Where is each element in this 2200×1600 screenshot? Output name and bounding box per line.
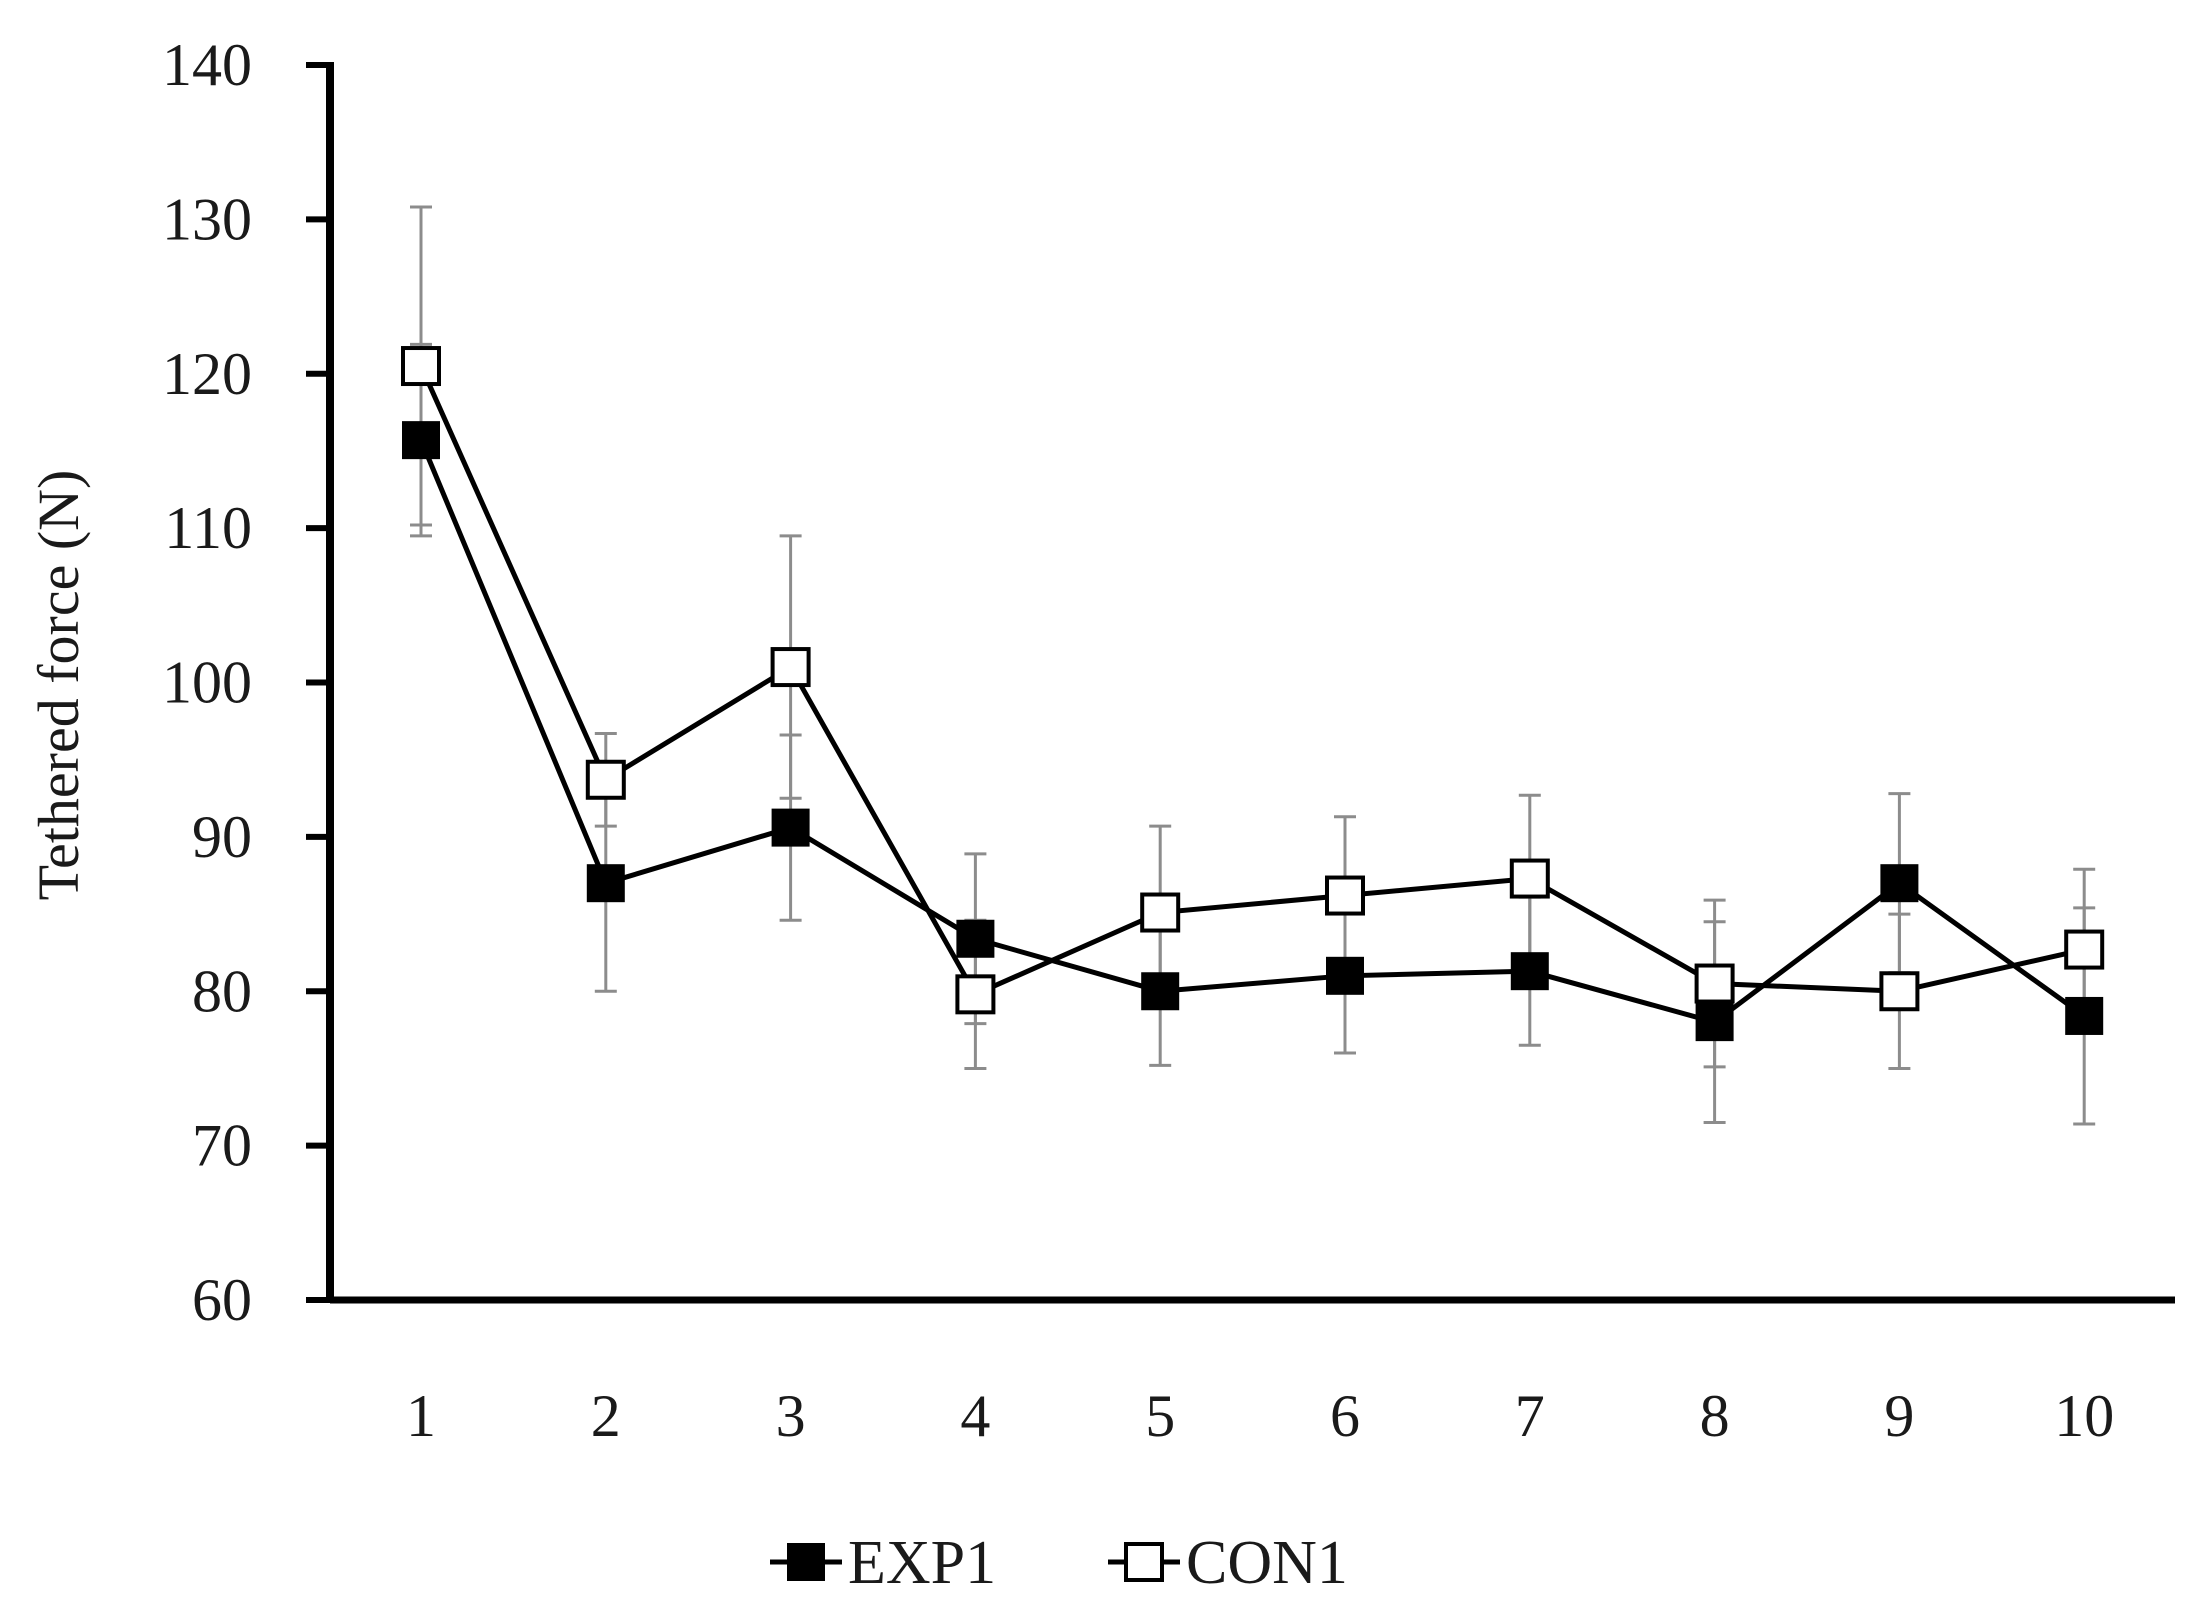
data-point-con1 xyxy=(1140,892,1181,933)
x-tick-label: 5 xyxy=(1145,1383,1175,1449)
legend-marker xyxy=(1124,1542,1164,1582)
y-tick-label: 90 xyxy=(192,804,252,870)
series-line-exp1 xyxy=(418,439,2086,1025)
series-markers xyxy=(401,346,2105,1042)
axes xyxy=(306,62,2175,1304)
legend-label: CON1 xyxy=(1186,1529,1348,1597)
data-point-con1 xyxy=(1509,858,1550,899)
x-tick-label: 3 xyxy=(776,1383,806,1449)
data-point-con1 xyxy=(1879,971,1920,1012)
data-point-con1 xyxy=(770,647,811,688)
x-tick-label: 2 xyxy=(591,1383,621,1449)
data-point-exp1 xyxy=(771,808,810,847)
series-lines xyxy=(418,365,2086,1025)
data-point-exp1 xyxy=(2065,996,2104,1035)
legend: EXP1 CON1 xyxy=(770,1529,1348,1597)
x-tick-label: 1 xyxy=(406,1383,436,1449)
data-point-exp1 xyxy=(1880,864,1919,903)
data-point-exp1 xyxy=(956,919,995,958)
data-point-con1 xyxy=(1325,875,1365,916)
y-tick-label: 110 xyxy=(164,495,252,561)
x-tick-label: 6 xyxy=(1330,1383,1360,1449)
tick-labels: 60 70 80 90 100 110 120 130 140 1 2 3 4 5 6 7 8 9 10 xyxy=(162,32,2114,1449)
data-point-con1 xyxy=(1694,963,1735,1004)
x-tick-label: 9 xyxy=(1884,1383,1914,1449)
series-line-con1 xyxy=(418,365,2085,998)
data-point-con1 xyxy=(585,759,626,800)
y-tick-label: 80 xyxy=(192,958,252,1024)
x-tick-label: 10 xyxy=(2054,1383,2114,1449)
y-tick-label: 120 xyxy=(162,341,252,407)
legend-marker xyxy=(787,1543,825,1581)
x-tick-label: 4 xyxy=(960,1383,990,1449)
data-point-exp1 xyxy=(1326,956,1364,995)
data-point-con1 xyxy=(401,346,441,387)
data-point-exp1 xyxy=(1695,1003,1734,1042)
y-tick-label: 140 xyxy=(162,32,252,98)
y-axis-label: Tethered force (N) xyxy=(26,470,91,901)
x-tick-label: 7 xyxy=(1515,1383,1545,1449)
y-tick-label: 60 xyxy=(192,1267,252,1333)
y-tick-label: 130 xyxy=(162,186,252,252)
data-point-exp1 xyxy=(1141,972,1180,1011)
data-point-con1 xyxy=(2064,929,2105,970)
x-tick-label: 8 xyxy=(1700,1383,1730,1449)
legend-label: EXP1 xyxy=(848,1529,996,1597)
y-tick-label: 70 xyxy=(192,1113,252,1179)
y-tick-label: 100 xyxy=(162,650,252,716)
data-point-exp1 xyxy=(402,421,440,460)
data-point-exp1 xyxy=(586,864,625,903)
data-point-exp1 xyxy=(1510,952,1549,991)
data-point-con1 xyxy=(955,974,996,1015)
